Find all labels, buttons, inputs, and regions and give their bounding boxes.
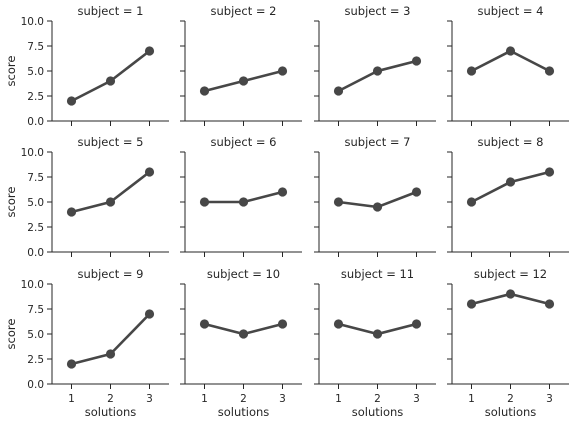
data-point <box>333 197 344 207</box>
data-point <box>144 309 155 319</box>
data-point <box>199 319 210 329</box>
facet-title: subject = 11 <box>341 267 414 281</box>
y-axis-label: score <box>4 56 18 87</box>
data-point <box>144 167 155 177</box>
x-tick-label: 2 <box>507 393 514 405</box>
y-tick-label: 5.0 <box>27 329 44 341</box>
data-point <box>466 66 477 76</box>
series-line <box>70 49 151 103</box>
data-point <box>333 86 344 96</box>
y-tick-label: 7.5 <box>27 41 44 53</box>
facet-title: subject = 2 <box>211 4 277 18</box>
data-point <box>105 197 116 207</box>
data-point <box>105 76 116 86</box>
y-axis-label: score <box>4 187 18 218</box>
y-tick-label: 2.5 <box>27 354 44 366</box>
data-point <box>144 46 155 56</box>
x-tick-label: 1 <box>201 393 208 405</box>
x-tick-label: 3 <box>146 393 153 405</box>
x-tick-label: 1 <box>335 393 342 405</box>
data-point <box>66 359 77 369</box>
y-tick-label: 10.0 <box>21 147 44 159</box>
facet-panel: subject = 7 <box>314 135 436 257</box>
y-tick-label: 0.0 <box>27 247 44 259</box>
facet-title: subject = 9 <box>78 267 144 281</box>
data-point <box>199 197 210 207</box>
facet-panel: subject = 6 <box>180 135 302 257</box>
data-point <box>505 177 516 187</box>
x-tick-label: 2 <box>374 393 381 405</box>
facet-panel: subject = 11 1 2 3 solutions <box>314 267 436 419</box>
x-tick-label: 2 <box>107 393 114 405</box>
data-point <box>277 319 288 329</box>
facet-title: subject = 10 <box>207 267 280 281</box>
data-point <box>277 66 288 76</box>
data-point <box>277 187 288 197</box>
data-point <box>66 96 77 106</box>
facet-title: subject = 3 <box>345 4 411 18</box>
facet-title: subject = 6 <box>211 135 277 149</box>
data-point <box>411 187 422 197</box>
facet-title: subject = 7 <box>345 135 411 149</box>
facet-title: subject = 5 <box>78 135 144 149</box>
facet-panel: subject = 3 <box>314 4 436 126</box>
facet-title: subject = 1 <box>78 4 144 18</box>
data-point <box>544 299 555 309</box>
x-axis-label: solutions <box>85 405 137 419</box>
data-point <box>466 299 477 309</box>
facet-title: subject = 4 <box>478 4 544 18</box>
x-axis-label: solutions <box>352 405 404 419</box>
y-tick-label: 10.0 <box>21 279 44 291</box>
y-tick-label: 7.5 <box>27 172 44 184</box>
data-point <box>199 86 210 96</box>
data-point <box>411 56 422 66</box>
data-point <box>372 66 383 76</box>
data-point <box>238 329 249 339</box>
data-point <box>66 207 77 217</box>
y-tick-label: 7.5 <box>27 304 44 316</box>
data-point <box>544 167 555 177</box>
facet-panel: subject = 8 <box>447 135 569 257</box>
data-point <box>105 349 116 359</box>
y-tick-label: 0.0 <box>27 379 44 391</box>
data-point <box>372 329 383 339</box>
data-point <box>238 197 249 207</box>
facet-panel: subject = 12 1 2 3 solutions <box>447 267 569 419</box>
y-tick-label: 2.5 <box>27 222 44 234</box>
data-point <box>544 66 555 76</box>
x-tick-label: 1 <box>68 393 75 405</box>
x-axis-label: solutions <box>485 405 537 419</box>
x-axis-label: solutions <box>218 405 270 419</box>
y-tick-label: 2.5 <box>27 91 44 103</box>
x-tick-label: 2 <box>240 393 247 405</box>
x-tick-label: 3 <box>546 393 553 405</box>
data-point <box>505 289 516 299</box>
series-line <box>470 170 550 204</box>
data-point <box>372 202 383 212</box>
series-line <box>337 59 417 93</box>
facet-panel: subject = 2 <box>180 4 302 126</box>
facet-panel: subject = 9 0.0 2.5 5.0 7.5 10.0 1 2 3 solutions s… <box>4 267 169 419</box>
y-tick-label: 0.0 <box>27 116 44 128</box>
data-point <box>333 319 344 329</box>
facet-title: subject = 12 <box>474 267 547 281</box>
facet-title: subject = 8 <box>478 135 544 149</box>
x-tick-label: 1 <box>468 393 475 405</box>
x-tick-label: 3 <box>413 393 420 405</box>
y-axis-label: score <box>4 319 18 350</box>
x-tick-label: 3 <box>279 393 286 405</box>
y-tick-label: 10.0 <box>21 16 44 28</box>
facet-panel: subject = 4 <box>447 4 569 126</box>
data-point <box>411 319 422 329</box>
facet-panel: subject = 10 1 2 3 solutions <box>180 267 302 419</box>
data-point <box>505 46 516 56</box>
facet-panel: subject = 5 0.0 2.5 5.0 7.5 10.0 score <box>4 135 169 259</box>
data-point <box>238 76 249 86</box>
y-tick-label: 5.0 <box>27 66 44 78</box>
data-point <box>466 197 477 207</box>
y-tick-label: 5.0 <box>27 197 44 209</box>
facet-panel: subject = 1 0.0 2.5 5.0 7.5 10.0 score <box>4 4 169 128</box>
